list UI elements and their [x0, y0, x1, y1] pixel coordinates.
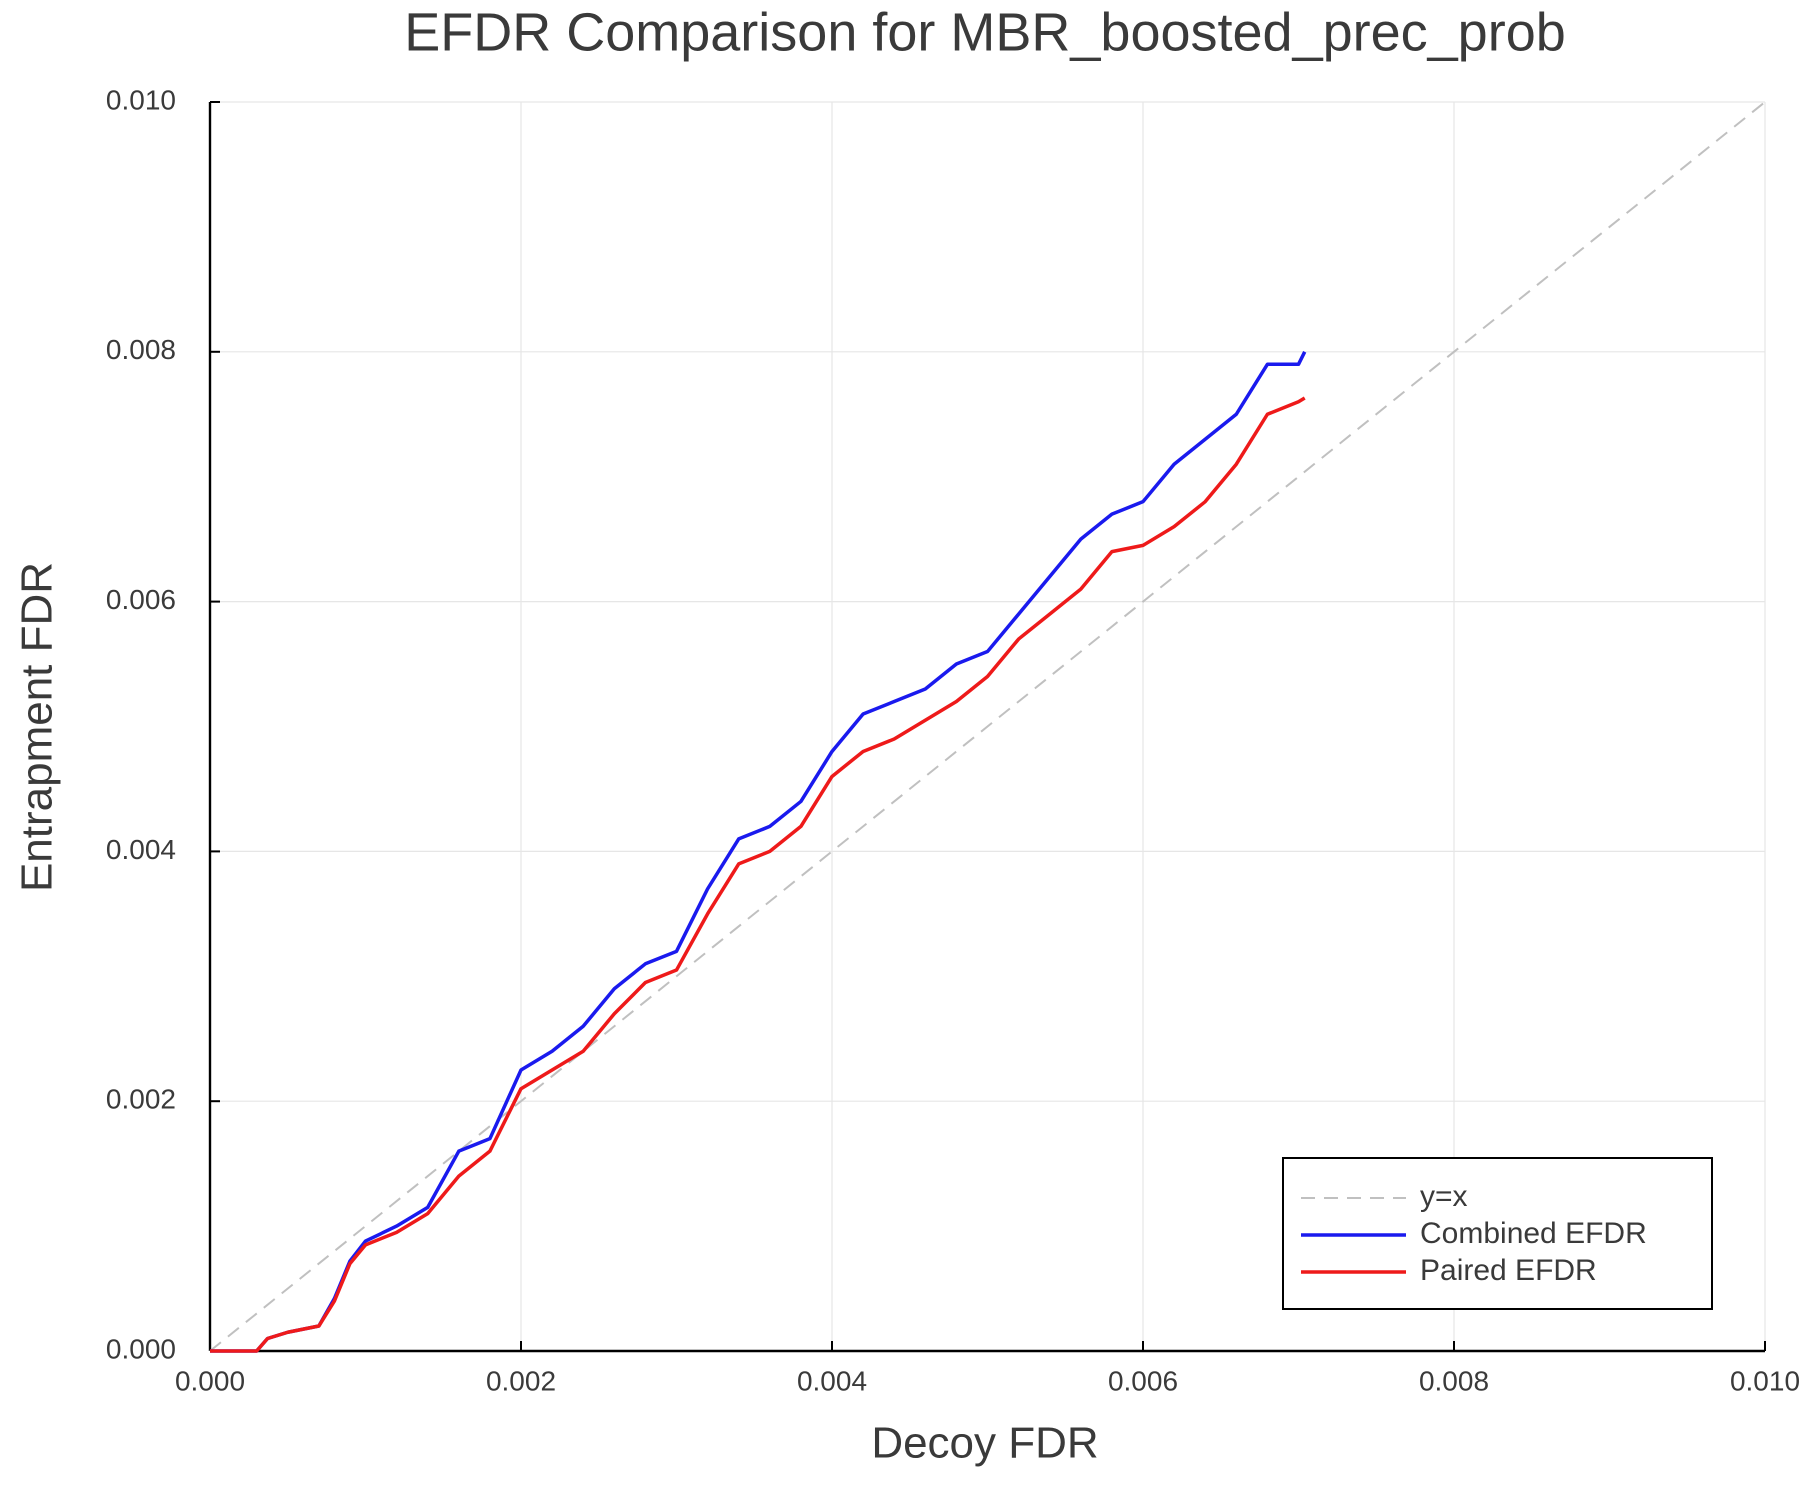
y-tick-label: 0.008	[106, 334, 176, 365]
x-tick-label: 0.006	[1108, 1365, 1178, 1396]
legend-label: y=x	[1420, 1180, 1468, 1213]
x-axis-label: Decoy FDR	[871, 1419, 1098, 1468]
y-axis-label: Entrapment FDR	[13, 562, 62, 892]
x-tick-label: 0.008	[1419, 1365, 1489, 1396]
y-tick-label: 0.006	[106, 584, 176, 615]
x-tick-label: 0.002	[486, 1365, 556, 1396]
legend-label: Combined EFDR	[1420, 1217, 1647, 1250]
series-line	[210, 396, 1306, 1353]
series-line	[209, 101, 1766, 1352]
legend: y=x Combined EFDR Paired EFDR	[1282, 1157, 1713, 1310]
x-tick-label: 0.010	[1730, 1365, 1800, 1396]
x-tick-label: 0.004	[797, 1365, 867, 1396]
legend-label: Paired EFDR	[1420, 1254, 1597, 1287]
y-tick-label: 0.010	[106, 84, 176, 115]
y-tick-label: 0.004	[106, 834, 176, 865]
y-tick-label: 0.000	[106, 1333, 176, 1364]
x-tick-label: 0.000	[175, 1365, 245, 1396]
chart-title: EFDR Comparison for MBR_boosted_prec_pro…	[404, 2, 1566, 62]
series-line	[210, 351, 1307, 1353]
y-tick-label: 0.002	[106, 1084, 176, 1115]
